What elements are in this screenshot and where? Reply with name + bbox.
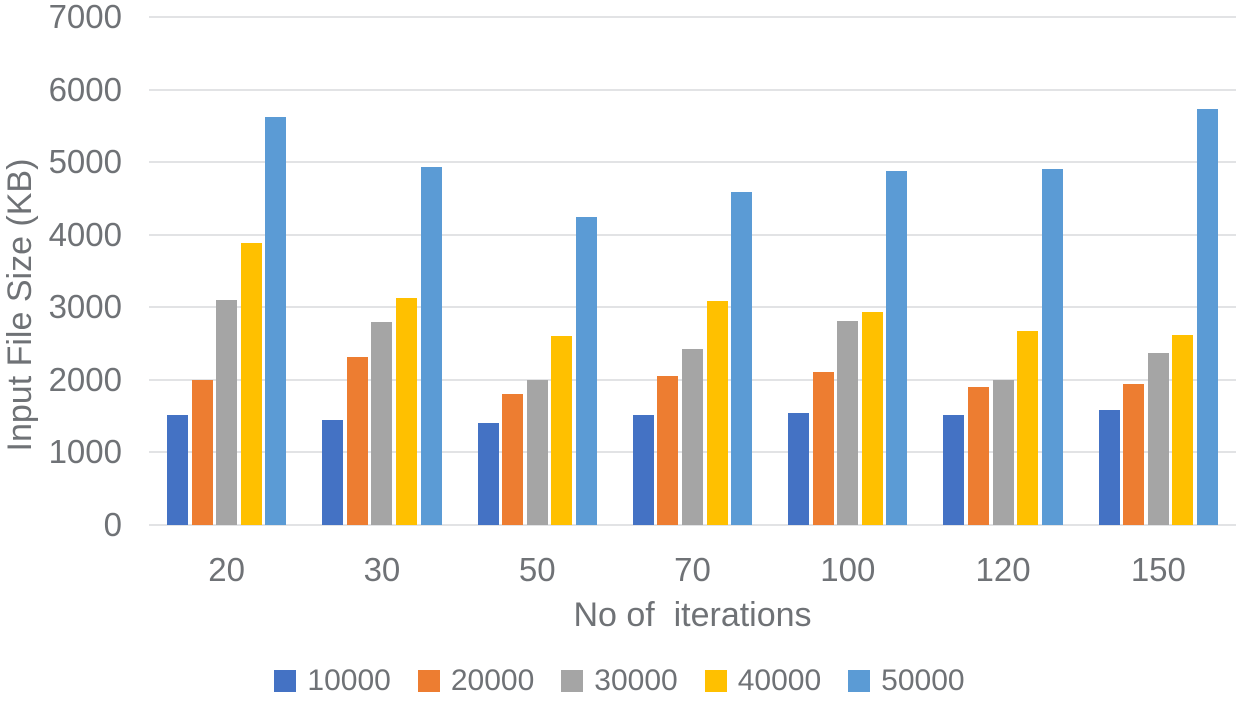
y-tick-label: 2000 — [48, 360, 122, 398]
bar-30000-x100 — [837, 321, 859, 525]
y-tick-label: 1000 — [48, 433, 122, 471]
x-tick-label: 70 — [674, 551, 711, 588]
legend-swatch-icon — [274, 670, 297, 692]
legend-swatch-icon — [848, 670, 871, 692]
bar-50000-x70 — [731, 191, 753, 525]
y-tick-label: 3000 — [48, 288, 122, 326]
bar-30000-x70 — [682, 349, 703, 525]
x-axis-title: No of iterations — [573, 596, 812, 634]
bar-50000-x120 — [1041, 169, 1063, 525]
bar-20000-x100 — [812, 371, 834, 525]
gridline — [149, 16, 1236, 18]
legend-label: 10000 — [307, 664, 391, 697]
legend-swatch-icon — [704, 670, 727, 692]
x-tick-label: 150 — [1130, 551, 1186, 588]
y-tick-label: 6000 — [48, 70, 122, 108]
bar-20000-x70 — [657, 376, 679, 525]
bar-20000-x120 — [967, 387, 989, 525]
bar-40000-x100 — [861, 311, 883, 525]
legend-item-10000: 10000 — [274, 664, 391, 697]
gridline — [149, 306, 1236, 309]
bar-40000-x30 — [396, 297, 418, 525]
y-tick-label: 4000 — [48, 215, 122, 253]
bar-40000-x150 — [1172, 334, 1194, 525]
y-tick-label: 0 — [103, 506, 122, 543]
bar-40000-x70 — [706, 300, 728, 525]
legend-item-20000: 20000 — [417, 664, 535, 697]
bar-40000-x20 — [240, 243, 262, 525]
bar-10000-x120 — [943, 415, 965, 525]
gridline — [149, 161, 1236, 164]
legend-item-40000: 40000 — [704, 664, 822, 697]
bar-50000-x20 — [265, 117, 287, 525]
bar-20000-x150 — [1123, 384, 1145, 525]
bar-10000-x70 — [632, 415, 654, 525]
legend: 10000 20000 30000 40000 50000 — [0, 666, 1239, 696]
legend-label: 50000 — [881, 664, 965, 697]
legend-swatch-icon — [561, 670, 584, 692]
legend-item-50000: 50000 — [848, 664, 965, 697]
bar-30000-x150 — [1147, 353, 1169, 525]
x-tick-label: 20 — [208, 551, 245, 588]
bar-20000-x30 — [346, 356, 368, 525]
x-tick-label: 50 — [518, 551, 556, 588]
bar-30000-x30 — [371, 321, 393, 525]
legend-label: 20000 — [450, 664, 535, 697]
bar-50000-x100 — [886, 170, 908, 525]
bar-20000-x20 — [191, 379, 213, 525]
bar-10000-x50 — [477, 422, 499, 525]
bar-50000-x30 — [420, 167, 442, 525]
bar-30000-x120 — [992, 379, 1014, 525]
bar-40000-x50 — [551, 336, 573, 525]
legend-item-30000: 30000 — [561, 664, 678, 697]
bar-50000-x150 — [1197, 109, 1219, 525]
x-tick-label: 100 — [820, 551, 876, 588]
bar-10000-x20 — [166, 414, 188, 525]
bar-30000-x20 — [216, 300, 238, 525]
bar-30000-x50 — [526, 379, 548, 525]
bar-20000-x50 — [502, 393, 524, 525]
x-tick-label: 30 — [363, 551, 401, 588]
gridline — [149, 524, 1236, 526]
y-tick-label: 5000 — [48, 143, 122, 181]
bar-10000-x30 — [322, 419, 344, 525]
x-tick-label: 120 — [975, 551, 1031, 588]
y-tick-label: 7000 — [48, 0, 122, 35]
gridline — [149, 88, 1236, 91]
bar-10000-x150 — [1098, 409, 1120, 525]
legend-label: 40000 — [737, 664, 822, 697]
gridline — [149, 233, 1236, 236]
legend-label: 30000 — [594, 664, 678, 697]
legend-swatch-icon — [417, 670, 440, 692]
bar-50000-x50 — [575, 216, 597, 525]
bar-40000-x120 — [1017, 331, 1039, 525]
bar-10000-x100 — [788, 413, 810, 525]
